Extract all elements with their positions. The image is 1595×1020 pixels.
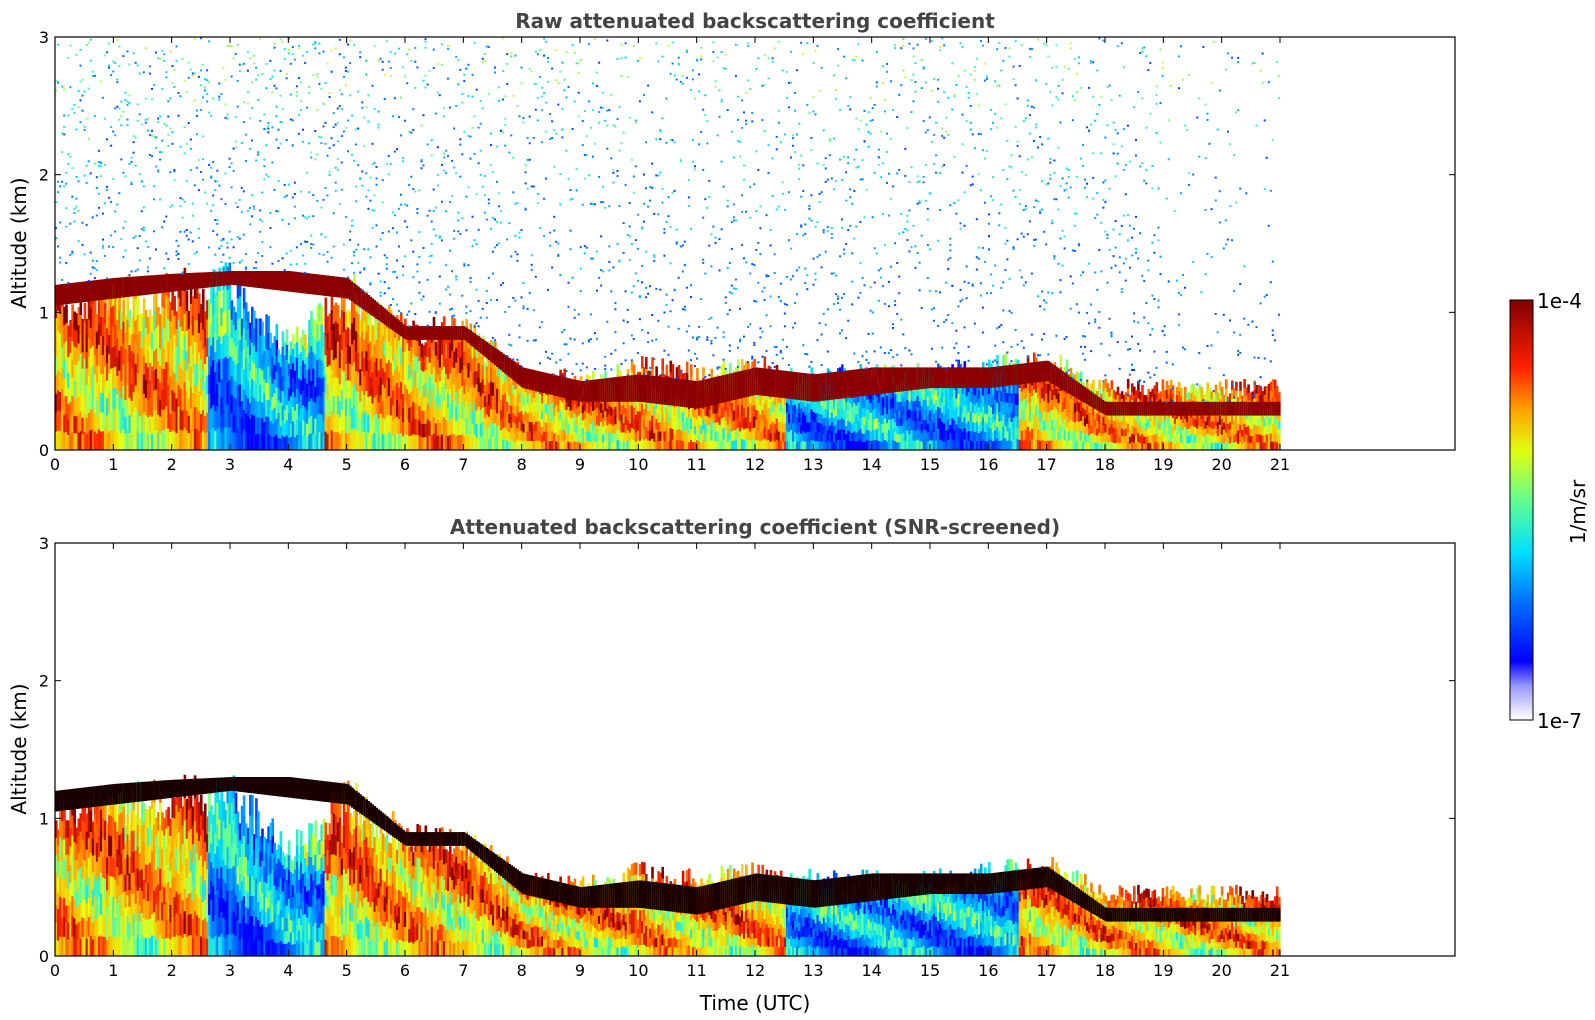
x-tick-label: 13 [803,961,823,980]
y-tick-label: 1 [39,303,49,322]
x-tick-label: 12 [745,455,765,474]
colorbar-max-label: 1e-4 [1537,289,1582,313]
x-tick-label: 17 [1036,961,1056,980]
colorbar: 1e-4 1e-7 1/m/sr [1509,289,1590,733]
x-tick-label: 7 [458,961,468,980]
x-tick-label: 17 [1036,455,1056,474]
x-tick-label: 12 [745,961,765,980]
x-tick-label: 11 [686,961,706,980]
x-tick-label: 3 [225,455,235,474]
y-tick-label: 2 [39,672,49,691]
x-tick-label: 10 [628,961,648,980]
y-tick-label: 0 [39,441,49,460]
colorbar-unit-label: 1/m/sr [1566,479,1590,544]
x-tick-label: 3 [225,961,235,980]
x-tick-label: 15 [920,455,940,474]
x-tick-label: 13 [803,455,823,474]
x-tick-label: 16 [978,961,998,980]
x-tick-label: 10 [628,455,648,474]
panel-raw-ylabel: Altitude (km) [7,177,31,308]
x-tick-label: 20 [1211,961,1231,980]
panel-screened: Attenuated backscattering coefficient (S… [7,515,1456,1015]
x-tick-label: 18 [1095,455,1115,474]
x-tick-label: 5 [342,961,352,980]
x-tick-label: 4 [283,961,293,980]
x-tick-label: 0 [50,961,60,980]
x-tick-label: 21 [1270,961,1290,980]
panel-raw-title: Raw attenuated backscattering coefficien… [515,9,995,33]
x-tick-label: 11 [686,455,706,474]
x-tick-label: 9 [575,455,585,474]
colorbar-min-label: 1e-7 [1537,709,1582,733]
x-tick-label: 19 [1153,455,1173,474]
x-tick-label: 21 [1270,455,1290,474]
x-tick-label: 5 [342,455,352,474]
x-tick-label: 18 [1095,961,1115,980]
x-tick-label: 2 [167,455,177,474]
y-tick-label: 3 [39,534,49,553]
x-tick-label: 8 [517,961,527,980]
x-tick-label: 14 [861,961,881,980]
y-tick-label: 1 [39,809,49,828]
y-tick-label: 3 [39,28,49,47]
colorbar-gradient [1509,299,1534,721]
x-tick-label: 4 [283,455,293,474]
panel-raw-heatmap [55,37,1281,450]
x-tick-label: 6 [400,961,410,980]
y-tick-label: 2 [39,166,49,185]
x-tick-label: 1 [108,455,118,474]
x-tick-label: 0 [50,455,60,474]
y-tick-label: 0 [39,947,49,966]
x-tick-label: 2 [167,961,177,980]
x-tick-label: 14 [861,455,881,474]
x-tick-label: 8 [517,455,527,474]
x-tick-label: 1 [108,961,118,980]
panel-screened-ylabel: Altitude (km) [7,683,31,814]
x-tick-label: 20 [1211,455,1231,474]
x-tick-label: 9 [575,961,585,980]
x-tick-label: 6 [400,455,410,474]
x-tick-label: 19 [1153,961,1173,980]
panel-raw: Raw attenuated backscattering coefficien… [7,9,1456,474]
x-tick-label: 7 [458,455,468,474]
panel-screened-title: Attenuated backscattering coefficient (S… [450,515,1060,539]
x-tick-label: 15 [920,961,940,980]
panel-screened-xlabel: Time (UTC) [699,991,811,1015]
panel-screened-heatmap [55,774,1281,956]
x-tick-label: 16 [978,455,998,474]
